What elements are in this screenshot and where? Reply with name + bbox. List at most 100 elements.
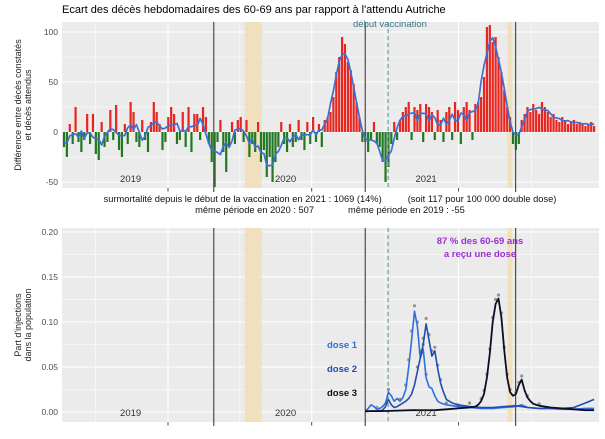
deficit-bar [94, 132, 97, 154]
excess-bar [236, 120, 239, 132]
excess-bar [413, 107, 416, 132]
excess-bar [346, 62, 349, 132]
excess-bar [474, 104, 477, 132]
excess-bar [424, 104, 428, 132]
excess-bar [497, 57, 500, 132]
deficit-bar [242, 132, 245, 142]
top-y-axis-label-line2: et décès attendus [23, 69, 33, 141]
excess-bar [115, 105, 118, 132]
deficit-bar [161, 132, 164, 150]
deficit-bar [228, 132, 231, 147]
excess-bar [529, 112, 532, 132]
excess-bar [239, 117, 242, 132]
deficit-bar [71, 132, 74, 144]
deficit-bar [259, 132, 263, 162]
excess-bar [256, 122, 260, 132]
deficit-bar [184, 132, 187, 147]
dose-2-line [365, 322, 595, 413]
deficit-bar [422, 132, 425, 142]
deficit-bar [120, 132, 124, 157]
excess-bar [201, 107, 205, 132]
deficit-bar [268, 132, 271, 157]
excess-bar [280, 122, 283, 132]
x-axis-year-label: 2021 [415, 174, 437, 185]
excess-bar [477, 102, 480, 132]
excess-bar [230, 122, 234, 132]
deficit-bar [410, 132, 413, 140]
excess-bar [532, 104, 535, 132]
excess-bar [555, 120, 558, 132]
deficit-bar [112, 132, 115, 140]
between-panel-annotation: surmortalité depuis le début de la vacci… [55, 194, 605, 216]
excess-bar [326, 117, 329, 132]
top-y-tick-label: 100 [43, 27, 58, 37]
smoothed-deviation-line [63, 36, 595, 167]
deficit-bar [471, 132, 474, 140]
surmortality-2021-text: surmortalité depuis le début de la vacci… [103, 194, 382, 204]
excess-bar [482, 77, 486, 132]
excess-bar [578, 122, 581, 132]
top-y-tick-label: 0 [53, 127, 58, 137]
excess-bar [297, 120, 300, 132]
deficit-bar [378, 132, 381, 147]
excess-bar [181, 112, 184, 132]
deficit-bar [262, 132, 265, 150]
one-dose-share-annotation: 87 % des 60-69 ans a reçu une dose [410, 235, 550, 261]
bottom-y-tick-label: 0.05 [41, 362, 58, 372]
vaccination-start-label: début vaccination [353, 19, 427, 30]
deficit-bar [381, 132, 384, 162]
excess-bar [109, 110, 112, 132]
deficit-bar [442, 132, 445, 142]
excess-bar [587, 124, 590, 132]
excess-bar [335, 72, 338, 132]
deficit-bar [320, 132, 323, 147]
excess-bar [503, 90, 506, 132]
deficit-bar [97, 132, 100, 160]
deficit-bar [294, 132, 297, 142]
bottom-y-tick-label: 0.10 [41, 317, 58, 327]
excess-bar [401, 112, 405, 132]
deficit-bar [367, 132, 370, 152]
same-period-2019-text: même période en 2019 : -55 [348, 205, 465, 215]
deficit-bar [210, 132, 213, 162]
deficit-bar [62, 132, 66, 147]
deficit-bar [222, 132, 225, 152]
excess-bar [152, 102, 155, 132]
deviation-bars [62, 25, 596, 187]
event-band [244, 228, 262, 422]
excess-bar [540, 102, 544, 132]
deficit-bar [309, 132, 312, 144]
deficit-bar [375, 132, 378, 144]
excess-bar [288, 124, 292, 132]
excess-bar [552, 114, 555, 132]
deficit-bar [126, 132, 129, 144]
excess-bar [404, 107, 407, 132]
excess-bar [494, 37, 497, 132]
excess-bar [572, 120, 575, 132]
excess-bar [407, 102, 410, 132]
excess-bar [338, 57, 341, 132]
deficit-bar [451, 132, 454, 140]
excess-bar [436, 110, 439, 132]
deficit-bar [80, 132, 83, 152]
deficit-bar [369, 132, 373, 140]
excess-bar [329, 112, 332, 132]
excess-bar [332, 97, 335, 132]
excess-bar [91, 114, 95, 132]
excess-bar [355, 102, 358, 132]
excess-bar [575, 124, 578, 132]
excess-bar [543, 107, 546, 132]
top-y-tick-label: -50 [45, 177, 58, 187]
excess-bar [372, 122, 376, 132]
excess-bar [343, 44, 347, 132]
excess-bar [167, 117, 170, 132]
excess-bar [523, 114, 526, 132]
excess-bar [340, 37, 344, 132]
excess-bar [566, 124, 570, 132]
deficit-bar [103, 132, 106, 147]
top-y-axis-label: Différence entre décès constatés et décè… [13, 15, 33, 195]
bottom-y-tick-label: 0.00 [41, 407, 58, 417]
excess-bar [564, 120, 567, 132]
